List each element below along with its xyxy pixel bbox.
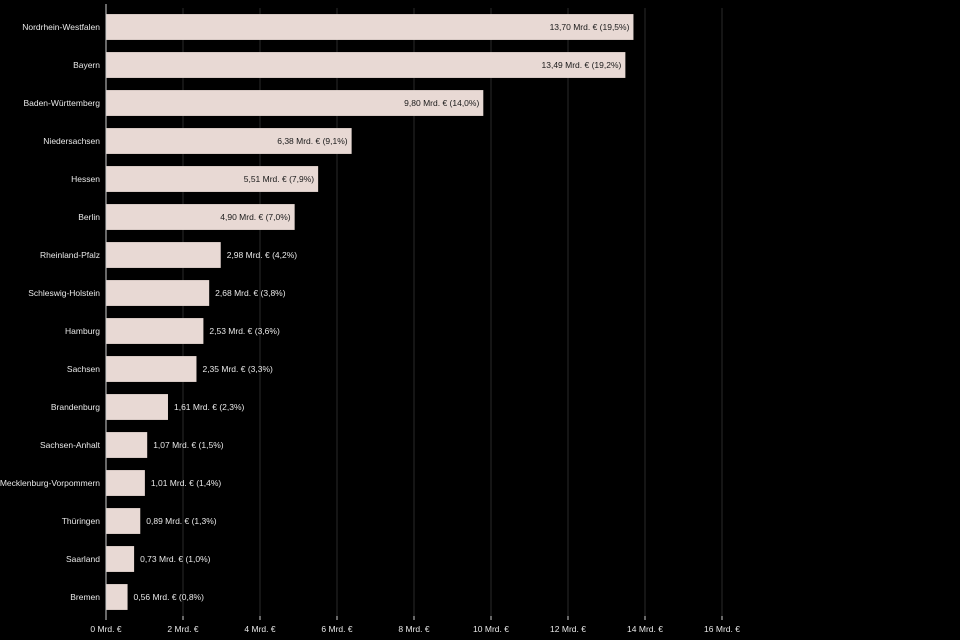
category-label: Hamburg: [65, 326, 100, 336]
labels: Nordrhein-Westfalen 13,70 Mrd. € (19,5%) B…: [0, 22, 630, 602]
x-tick-label: 0 Mrd. €: [90, 624, 121, 634]
data-label: 13,70 Mrd. € (19,5%): [550, 22, 630, 32]
category-label: Niedersachsen: [43, 136, 100, 146]
category-label: Rheinland-Pfalz: [40, 250, 100, 260]
bars: [106, 14, 634, 610]
category-label: Schleswig-Holstein: [28, 288, 100, 298]
data-label: 2,98 Mrd. € (4,2%): [227, 250, 298, 260]
data-label: 4,90 Mrd. € (7,0%): [220, 212, 291, 222]
data-label: 5,51 Mrd. € (7,9%): [244, 174, 315, 184]
category-label: Saarland: [66, 554, 100, 564]
category-label: Bayern: [73, 60, 100, 70]
category-label: Berlin: [78, 212, 100, 222]
bar: [106, 166, 319, 192]
bar: [106, 546, 135, 572]
x-tick-label: 4 Mrd. €: [244, 624, 275, 634]
category-label: Mecklenburg-Vorpommern: [0, 478, 100, 488]
data-label: 0,56 Mrd. € (0,8%): [134, 592, 205, 602]
data-label: 6,38 Mrd. € (9,1%): [277, 136, 348, 146]
bar: [106, 204, 295, 230]
x-tick-label: 12 Mrd. €: [550, 624, 586, 634]
x-tick-label: 10 Mrd. €: [473, 624, 509, 634]
x-tick-label: 16 Mrd. €: [704, 624, 740, 634]
data-label: 2,68 Mrd. € (3,8%): [215, 288, 286, 298]
x-tick-label: 8 Mrd. €: [398, 624, 429, 634]
data-label: 1,01 Mrd. € (1,4%): [151, 478, 222, 488]
category-label: Hessen: [71, 174, 100, 184]
data-label: 2,35 Mrd. € (3,3%): [202, 364, 273, 374]
category-label: Thüringen: [62, 516, 101, 526]
category-label: Nordrhein-Westfalen: [22, 22, 100, 32]
bar: [106, 508, 141, 534]
bar: [106, 280, 210, 306]
bar: [106, 584, 128, 610]
category-label: Sachsen-Anhalt: [40, 440, 101, 450]
bar: [106, 470, 145, 496]
category-label: Brandenburg: [51, 402, 100, 412]
bar: [106, 128, 352, 154]
bar: [106, 394, 168, 420]
category-label: Baden-Württemberg: [23, 98, 100, 108]
x-axis-ticks: 0 Mrd. € 2 Mrd. € 4 Mrd. € 6 Mrd. € 8 Mrd. €…: [90, 616, 740, 634]
x-tick-label: 6 Mrd. €: [321, 624, 352, 634]
data-label: 2,53 Mrd. € (3,6%): [209, 326, 280, 336]
bar: [106, 52, 626, 78]
bar: [106, 242, 221, 268]
data-label: 13,49 Mrd. € (19,2%): [542, 60, 622, 70]
data-label: 9,80 Mrd. € (14,0%): [404, 98, 479, 108]
x-tick-label: 2 Mrd. €: [167, 624, 198, 634]
bar: [106, 432, 148, 458]
data-label: 0,73 Mrd. € (1,0%): [140, 554, 211, 564]
data-label: 1,07 Mrd. € (1,5%): [153, 440, 224, 450]
category-label: Sachsen: [67, 364, 100, 374]
bar: [106, 318, 204, 344]
data-label: 0,89 Mrd. € (1,3%): [146, 516, 217, 526]
bar: [106, 356, 197, 382]
x-tick-label: 14 Mrd. €: [627, 624, 663, 634]
data-label: 1,61 Mrd. € (2,3%): [174, 402, 245, 412]
bar: [106, 14, 634, 40]
bar: [106, 90, 484, 116]
category-label: Bremen: [70, 592, 100, 602]
